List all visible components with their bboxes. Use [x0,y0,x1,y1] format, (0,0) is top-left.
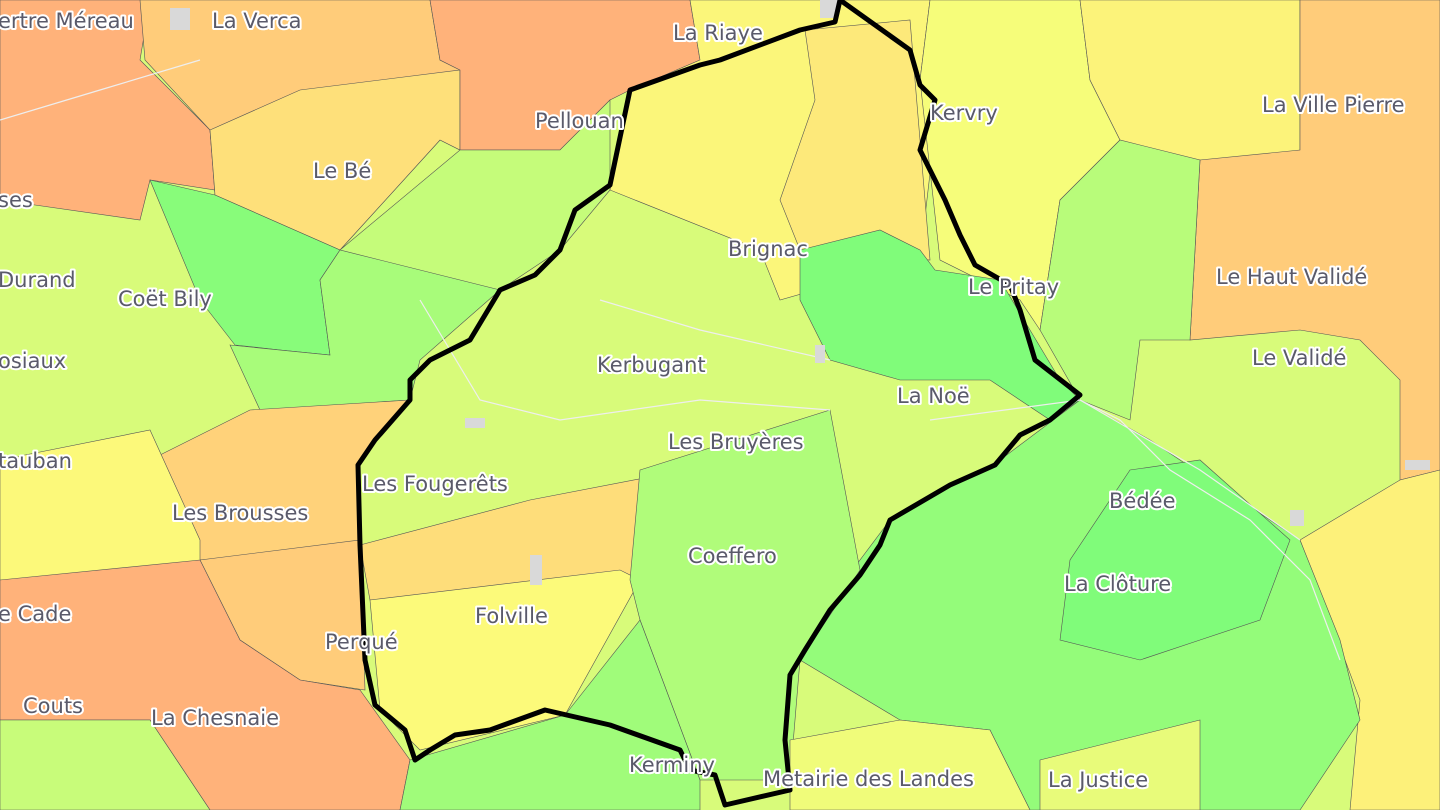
commune-boundary [355,0,1083,808]
built-up-area [465,418,485,428]
area-le-haut-valide [1189,0,1440,481]
place-label: Kervry [930,101,998,125]
area-kerminy [399,619,701,810]
place-label: La Verca [212,9,302,33]
place-label: Durand [0,268,76,292]
place-label: Pellouan [535,109,624,133]
built-up-area [530,555,542,585]
built-up-area [170,8,190,30]
area-la-cloture [1059,459,1291,661]
area-left-yellow [0,429,201,581]
place-label: Le Validé [1252,346,1346,370]
area-la-justice [1039,719,1201,810]
place-label: La Clôture [1064,572,1171,596]
built-up-area [1290,510,1304,526]
place-label: La Ville Pierre [1262,93,1405,117]
place-label: Les Brousses [172,501,308,525]
place-label: Les Fougerêts [362,472,508,496]
place-label: ertre Méreau [0,9,134,33]
built-up-area [1405,460,1430,470]
area-bottom-left-green [0,719,211,810]
area-right-light-green [1039,139,1201,421]
built-up-areas [170,0,1430,585]
place-label: osiaux [0,349,66,373]
place-label: La Chesnaie [151,706,279,730]
place-label: Le Bé [313,159,371,183]
place-label: Kerbugant [597,353,706,377]
place-label: La Riaye [673,21,763,45]
place-label: Metairie des Landes [763,767,974,791]
area-right-yellow [1299,469,1440,810]
place-label: ses [0,188,33,212]
place-label: e Cade [0,602,71,626]
place-label: Le Haut Validé [1216,265,1367,289]
place-label: Perqué [325,630,398,654]
place-label: Folville [475,604,548,628]
built-up-area [815,345,825,363]
roads [0,59,1341,661]
place-label: Coët Bily [118,287,212,311]
place-label: Les Bruyères [668,430,804,454]
place-label: Couts [23,694,83,718]
place-label: Bédée [1109,489,1176,513]
place-label: La Noë [897,384,970,408]
built-up-area [820,0,838,18]
place-label: La Justice [1048,768,1148,792]
place-label: Le Pritay [968,275,1059,299]
place-labels: ertre Méreau La Verca La Riaye Pellouan … [0,7,1407,794]
area-metairie [789,719,1031,810]
place-label: tauban [0,449,72,473]
place-label: Brignac [728,237,808,261]
place-label: Kerminy [629,753,715,777]
place-label: Coeffero [688,544,777,568]
